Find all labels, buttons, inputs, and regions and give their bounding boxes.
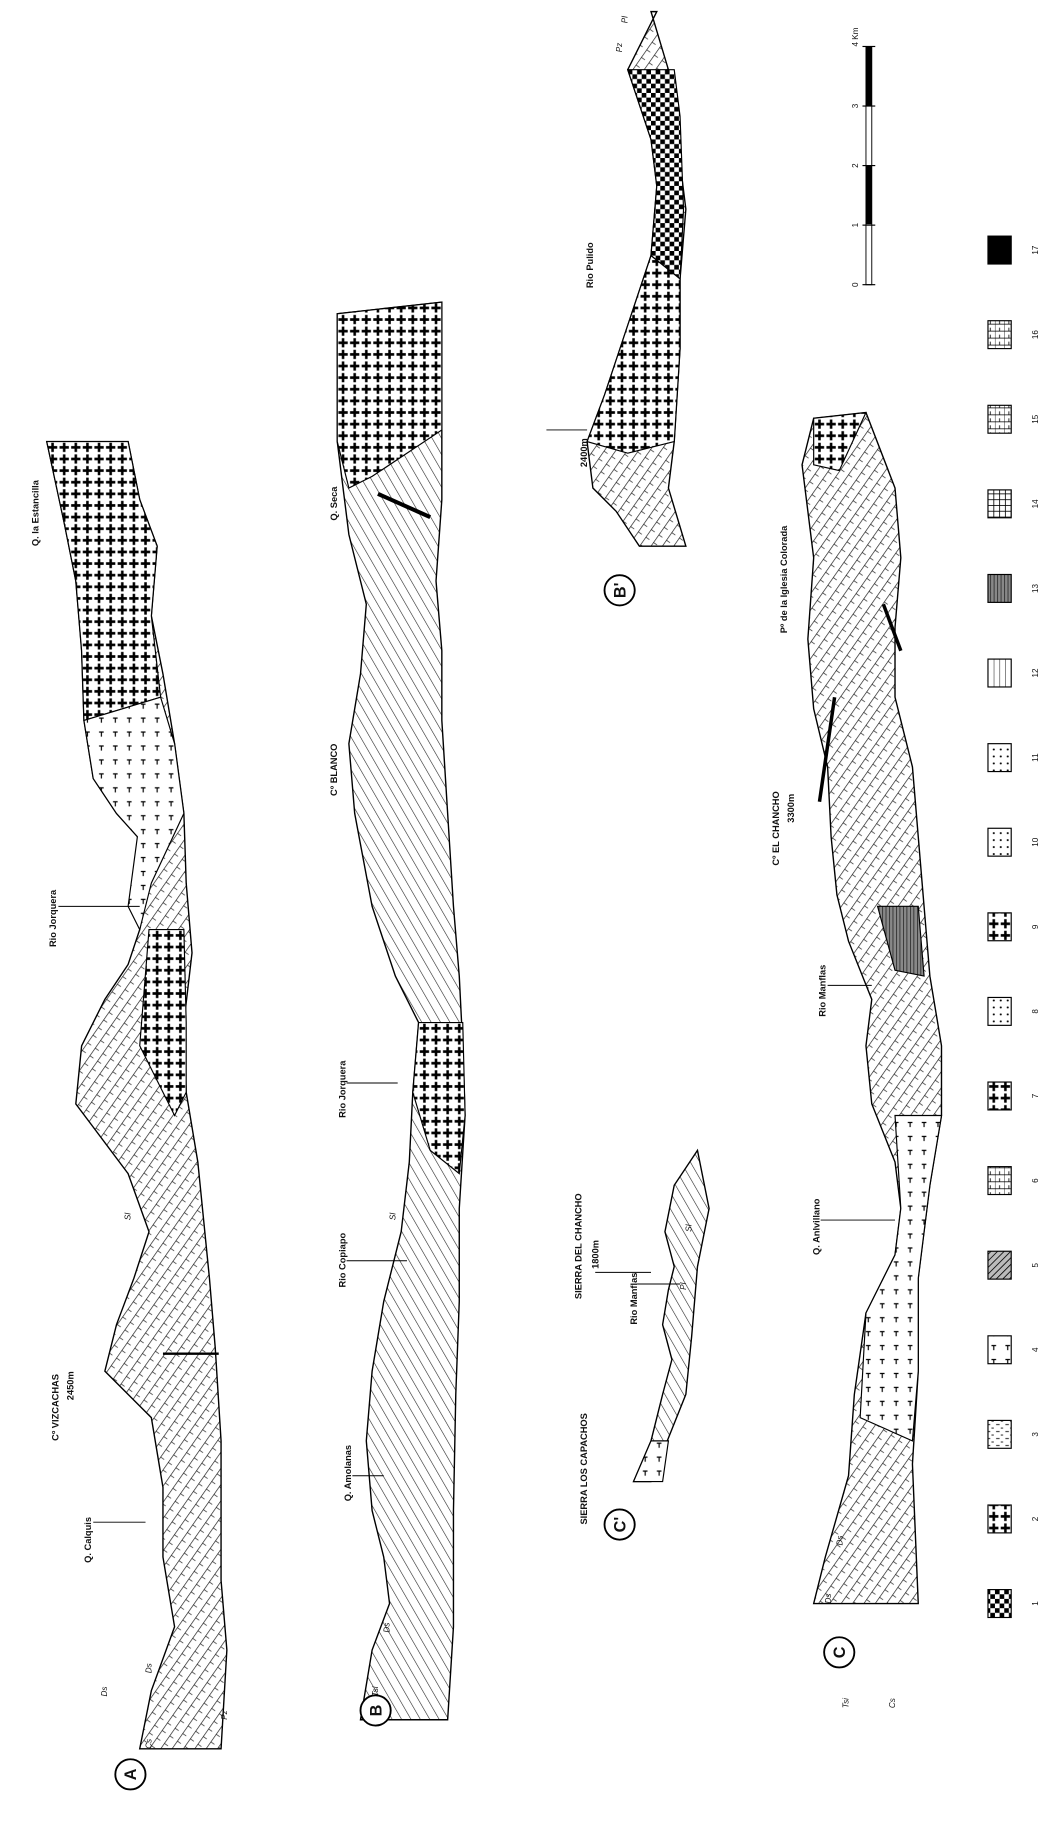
section-label: C' <box>611 1517 629 1533</box>
legend-label: 15 <box>1031 414 1040 424</box>
legend-swatch <box>988 1251 1011 1279</box>
legend-label: 13 <box>1031 583 1040 593</box>
section-label: A <box>122 1768 140 1780</box>
scale-tick-label: 4 Km <box>851 27 860 46</box>
place-name: 2450m <box>65 1371 75 1400</box>
unit-symbol: Tsi <box>842 1698 851 1708</box>
unit-symbol: Pz <box>615 43 624 52</box>
section-label: B' <box>611 582 629 598</box>
unit-symbol: Cs <box>144 1739 153 1749</box>
section-a <box>47 442 227 1749</box>
volcanic-unit <box>860 1116 941 1441</box>
place-name: SIERRA DEL CHANCHO <box>573 1193 583 1299</box>
unit-symbol: Sl <box>685 1224 694 1231</box>
scale-tick-label: 1 <box>851 222 860 227</box>
place-name: Rio Jorquera <box>48 889 58 947</box>
legend-swatch <box>988 1505 1011 1533</box>
unit-symbol: Tsi <box>371 1686 380 1696</box>
unit-symbol: Ds <box>100 1687 109 1697</box>
legend-swatch <box>988 828 1011 856</box>
section-label: C <box>831 1646 849 1658</box>
legend-label: 3 <box>1031 1432 1040 1437</box>
granite-unit <box>47 442 161 721</box>
legend-label: 16 <box>1031 330 1040 340</box>
place-name: Cº EL CHANCHO <box>771 791 781 865</box>
place-name: SIERRA LOS CAPACHOS <box>579 1413 589 1524</box>
unit-symbol: Ds <box>144 1663 153 1673</box>
unit-symbol: Ds <box>836 1536 845 1546</box>
legend-swatch <box>988 1336 1011 1364</box>
place-name: Pº de la Iglesia Colorada <box>779 525 789 633</box>
legend-swatch <box>988 1082 1011 1110</box>
unit-symbol: Pl <box>621 16 630 23</box>
volcanic-unit <box>634 1441 669 1482</box>
scale-tick-label: 2 <box>851 163 860 168</box>
legend-swatch <box>988 1420 1011 1448</box>
section-c-prime <box>634 1150 710 1481</box>
place-name: Rio Copiapo <box>337 1233 347 1288</box>
legend-swatch <box>988 321 1011 349</box>
place-name: Q. Amolanas <box>343 1445 353 1501</box>
legend-swatch <box>988 490 1011 518</box>
legend <box>988 236 1011 1617</box>
section-b-prime <box>587 12 686 547</box>
legend-label: 12 <box>1031 668 1040 678</box>
place-name: Rio Manflas <box>817 965 827 1017</box>
place-name: Rio Manflas <box>629 1273 639 1325</box>
profile <box>634 1150 710 1481</box>
legend-label: 8 <box>1031 1009 1040 1014</box>
legend-swatch <box>988 405 1011 433</box>
place-name: Q. Seca <box>329 486 339 521</box>
unit-symbol: Ds <box>383 1623 392 1633</box>
place-name: 3300m <box>786 794 796 823</box>
place-name: Q. Calquis <box>83 1517 93 1563</box>
unit-symbol: Pz <box>220 1710 229 1719</box>
legend-label: 1 <box>1031 1601 1040 1606</box>
legend-label: 4 <box>1031 1347 1040 1352</box>
scale-tick-label: 0 <box>851 282 860 287</box>
legend-label: 17 <box>1031 245 1040 255</box>
place-name: Rio Pulido <box>585 242 595 288</box>
granite-unit <box>628 70 684 279</box>
legend-swatch <box>988 574 1011 602</box>
unit-symbol: Cs <box>888 1698 897 1708</box>
place-name: Cº BLANCO <box>329 744 339 796</box>
granite-unit <box>587 256 680 454</box>
unit-symbol: Sl <box>123 1213 132 1220</box>
section-label: B <box>367 1705 385 1717</box>
place-name: Q. la Estancilla <box>31 479 41 546</box>
legend-swatch <box>988 744 1011 772</box>
section-b <box>337 302 465 1720</box>
unit-symbol: Sl <box>388 1213 397 1220</box>
legend-swatch <box>988 913 1011 941</box>
legend-label: 5 <box>1031 1262 1040 1267</box>
legend-label: 10 <box>1031 837 1040 847</box>
place-name: Cº VIZCACHAS <box>50 1374 60 1441</box>
profile <box>337 302 465 1720</box>
legend-label: 14 <box>1031 499 1040 509</box>
place-name: Rio Jorquera <box>337 1060 347 1118</box>
legend-swatch <box>988 236 1011 264</box>
unit-symbol: Pl <box>679 1282 688 1289</box>
unit-symbol: Ds <box>824 1594 833 1604</box>
place-name: Q. Anlvillano <box>811 1198 821 1255</box>
place-name: 1800m <box>591 1240 601 1269</box>
place-name: 2400m <box>579 438 589 467</box>
legend-swatch <box>988 1167 1011 1195</box>
geologic-sections-figure: A B B' C' C Q. la Estancilla Rio Jorquera Cº VI… <box>0 0 1051 1822</box>
legend-label: 6 <box>1031 1178 1040 1183</box>
legend-swatch <box>988 659 1011 687</box>
legend-swatch <box>988 1590 1011 1618</box>
legend-label: 2 <box>1031 1516 1040 1521</box>
scale-tick-label: 3 <box>851 103 860 108</box>
legend-label: 7 <box>1031 1093 1040 1098</box>
legend-label: 11 <box>1031 753 1040 762</box>
legend-swatch <box>988 997 1011 1025</box>
legend-label: 9 <box>1031 924 1040 929</box>
